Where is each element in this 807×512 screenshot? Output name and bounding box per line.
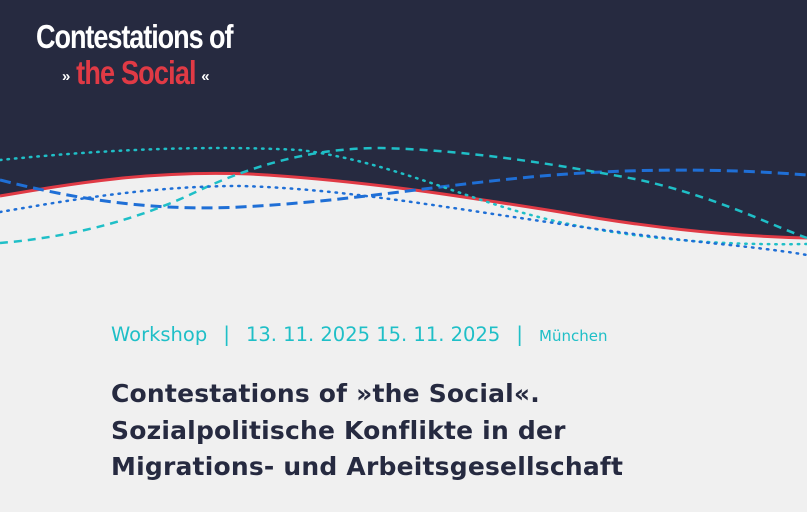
header-background: [0, 0, 807, 238]
page-title: Contestations of »the Social«. Sozialpol…: [111, 376, 623, 486]
header-banner: [0, 0, 807, 257]
red-wave-line: [0, 171, 807, 240]
teal-dotted-wave: [0, 146, 807, 246]
logo-right-guillemet: «: [201, 67, 210, 85]
title-line-2: Sozialpolitische Konflikte in der: [111, 415, 566, 445]
logo-subtitle: » the Social «: [62, 54, 210, 91]
logo-title: Contestations of: [36, 18, 233, 55]
event-meta: Workshop | 13. 11. 2025 15. 11. 2025 | M…: [111, 322, 607, 346]
title-line-3: Migrations- und Arbeitsgesellschaft: [111, 452, 624, 481]
meta-separator: |: [223, 322, 230, 346]
event-type: Workshop: [111, 323, 208, 346]
event-dates: 13. 11. 2025 15. 11. 2025: [245, 323, 501, 346]
logo-highlight: the Social: [76, 54, 197, 91]
meta-separator: |: [516, 322, 524, 346]
event-location: München: [539, 327, 608, 345]
logo-left-guillemet: »: [62, 67, 71, 85]
blue-dashed-wave: [0, 168, 807, 210]
teal-dashed-wave: [0, 146, 807, 245]
logo: Contestations of » the Social «: [36, 18, 276, 90]
blue-dotted-wave: [0, 184, 807, 257]
title-line-1: Contestations of »the Social«.: [111, 379, 540, 408]
